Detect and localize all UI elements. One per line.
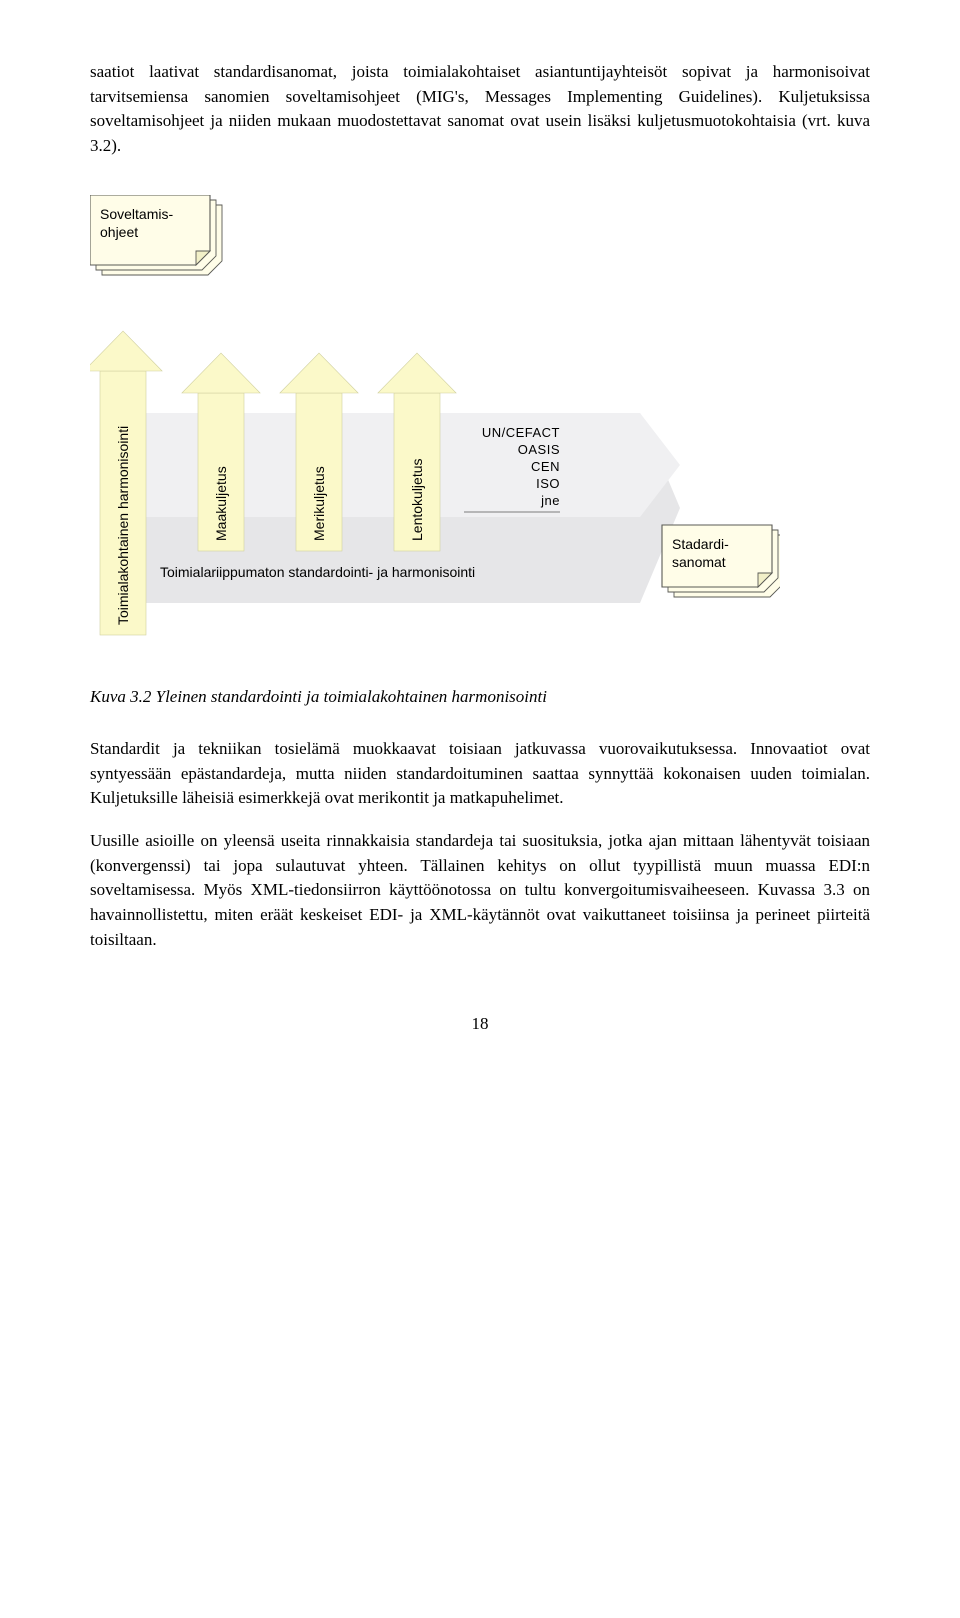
svg-text:Soveltamis-: Soveltamis- — [100, 206, 173, 222]
body-paragraph-3: Uusille asioille on yleensä useita rinna… — [90, 829, 870, 952]
svg-text:ISO: ISO — [536, 476, 560, 491]
svg-text:OASIS: OASIS — [518, 442, 560, 457]
svg-text:UN/CEFACT: UN/CEFACT — [482, 425, 560, 440]
svg-text:Lentokuljetus: Lentokuljetus — [409, 458, 425, 541]
svg-text:ohjeet: ohjeet — [100, 224, 138, 240]
svg-text:Merikuljetus: Merikuljetus — [311, 466, 327, 541]
svg-text:Toimialariippumaton standardoi: Toimialariippumaton standardointi- ja ha… — [160, 564, 475, 580]
svg-text:jne: jne — [540, 493, 560, 508]
page-number: 18 — [90, 1012, 870, 1037]
svg-text:Toimialakohtainen harmonisoint: Toimialakohtainen harmonisointi — [115, 425, 131, 624]
svg-text:Stadardi-: Stadardi- — [672, 536, 729, 552]
intro-paragraph: saatiot laativat standardisanomat, joist… — [90, 60, 870, 159]
diagram-svg: UN/CEFACT OASIS CEN ISO jne Toimialakohtainen… — [90, 195, 780, 665]
svg-text:sanomat: sanomat — [672, 554, 726, 570]
body-paragraph-2: Standardit ja tekniikan tosielämä muokka… — [90, 737, 870, 811]
svg-text:Maakuljetus: Maakuljetus — [213, 466, 229, 541]
figure-caption: Kuva 3.2 Yleinen standardointi ja toimia… — [90, 685, 870, 710]
figure-3-2: UN/CEFACT OASIS CEN ISO jne Toimialakohtainen… — [90, 195, 870, 665]
svg-text:CEN: CEN — [531, 459, 560, 474]
